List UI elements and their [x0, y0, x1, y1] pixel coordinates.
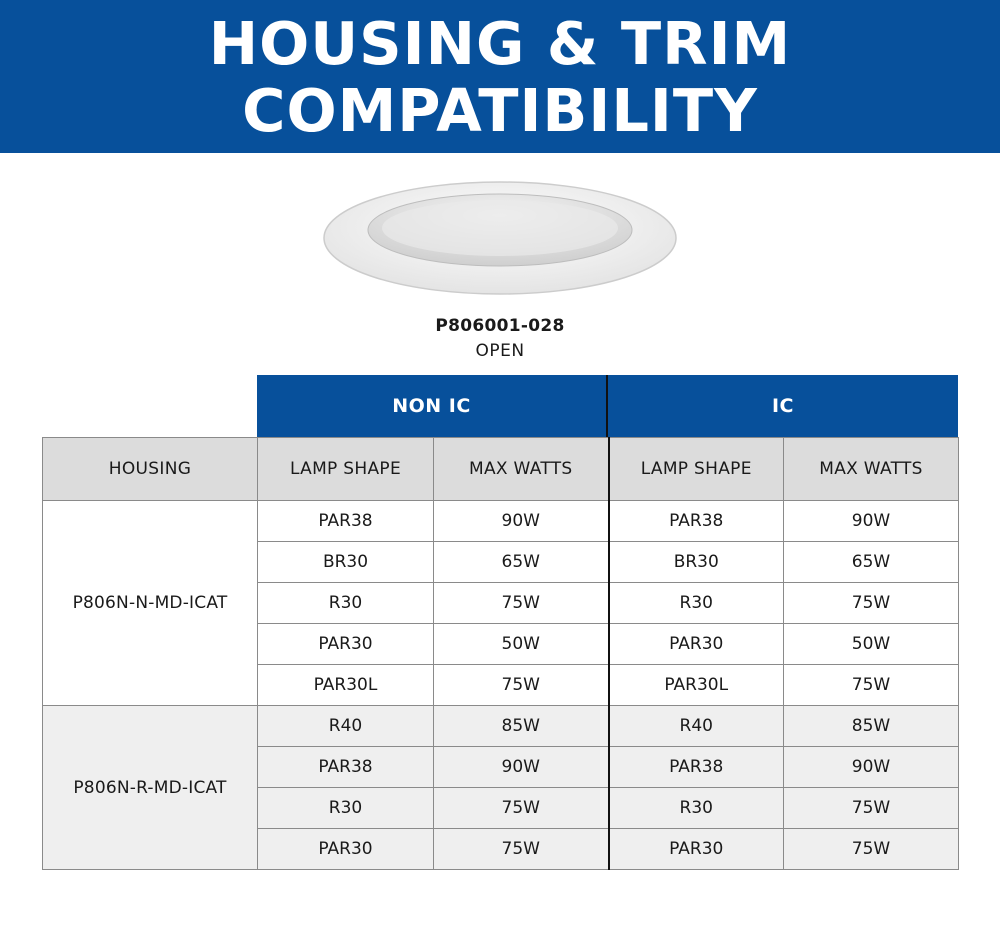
column-header-row: HOUSING LAMP SHAPE MAX WATTS LAMP SHAPE … — [42, 437, 959, 501]
group-header-ic: IC — [608, 375, 958, 437]
non-ic-lamp-cell: R40 — [257, 705, 434, 747]
non-ic-watts-cell: 85W — [433, 705, 610, 747]
title-banner: HOUSING & TRIM COMPATIBILITY — [0, 0, 1000, 153]
title-line-1: HOUSING & TRIM — [208, 9, 792, 78]
ic-lamp-cell: PAR38 — [608, 500, 784, 542]
non-ic-lamp-cell: PAR38 — [257, 500, 434, 542]
non-ic-lamp-cell: PAR38 — [257, 746, 434, 788]
table-row: R30 75W R30 75W — [43, 582, 959, 624]
ic-lamp-cell: BR30 — [608, 541, 784, 583]
col-non-ic-lamp-shape: LAMP SHAPE — [257, 437, 434, 501]
ic-lamp-cell: PAR38 — [608, 746, 784, 788]
col-ic-lamp-shape: LAMP SHAPE — [608, 437, 784, 501]
non-ic-lamp-cell: R30 — [257, 787, 434, 829]
table-row: P806N-N-MD-ICAT PAR38 90W PAR38 90W — [42, 500, 959, 706]
non-ic-lamp-cell: PAR30L — [257, 664, 434, 706]
ic-watts-cell: 90W — [783, 746, 959, 788]
non-ic-watts-cell: 50W — [433, 623, 610, 665]
non-ic-watts-cell: 75W — [433, 787, 610, 829]
ic-lamp-cell: PAR30L — [608, 664, 784, 706]
table-row: PAR30L 75W PAR30L 75W — [43, 664, 959, 706]
non-ic-watts-cell: 90W — [433, 746, 610, 788]
non-ic-watts-cell: 75W — [433, 828, 610, 870]
table-row: PAR38 90W PAR38 90W — [43, 746, 959, 788]
non-ic-watts-cell: 75W — [433, 582, 610, 624]
non-ic-watts-cell: 65W — [433, 541, 610, 583]
ic-watts-cell: 75W — [783, 787, 959, 829]
table-row: BR30 65W BR30 65W — [43, 541, 959, 583]
non-ic-lamp-cell: PAR30 — [257, 828, 434, 870]
product-finish: OPEN — [475, 341, 525, 361]
table-row: R30 75W R30 75W — [43, 787, 959, 829]
non-ic-watts-cell: 75W — [433, 664, 610, 706]
ic-lamp-cell: PAR30 — [608, 828, 784, 870]
ic-watts-cell: 90W — [783, 500, 959, 542]
col-housing: HOUSING — [42, 437, 258, 501]
ic-watts-cell: 65W — [783, 541, 959, 583]
col-ic-max-watts: MAX WATTS — [783, 437, 959, 501]
table-row: PAR30 50W PAR30 50W — [43, 623, 959, 665]
ic-lamp-cell: PAR30 — [608, 623, 784, 665]
ic-watts-cell: 75W — [783, 582, 959, 624]
ic-lamp-cell: R30 — [608, 582, 784, 624]
ic-watts-cell: 85W — [783, 705, 959, 747]
ic-watts-cell: 75W — [783, 664, 959, 706]
group-header-non-ic: NON IC — [257, 375, 608, 437]
table-row: P806N-R-MD-ICAT R40 85W R40 85W — [42, 705, 959, 870]
col-non-ic-max-watts: MAX WATTS — [433, 437, 610, 501]
ic-watts-cell: 50W — [783, 623, 959, 665]
ic-watts-cell: 75W — [783, 828, 959, 870]
non-ic-lamp-cell: PAR30 — [257, 623, 434, 665]
ic-lamp-cell: R40 — [608, 705, 784, 747]
trim-product-image — [323, 181, 677, 295]
housing-cell: P806N-N-MD-ICAT — [42, 500, 258, 706]
non-ic-watts-cell: 90W — [433, 500, 610, 542]
housing-cell: P806N-R-MD-ICAT — [42, 705, 258, 870]
product-model: P806001-028 — [435, 316, 565, 336]
table-row: PAR30 75W PAR30 75W — [43, 828, 959, 870]
title-line-2: COMPATIBILITY — [242, 76, 758, 145]
compatibility-table: HOUSING LAMP SHAPE MAX WATTS LAMP SHAPE … — [42, 437, 959, 870]
non-ic-lamp-cell: R30 — [257, 582, 434, 624]
ic-lamp-cell: R30 — [608, 787, 784, 829]
non-ic-lamp-cell: BR30 — [257, 541, 434, 583]
